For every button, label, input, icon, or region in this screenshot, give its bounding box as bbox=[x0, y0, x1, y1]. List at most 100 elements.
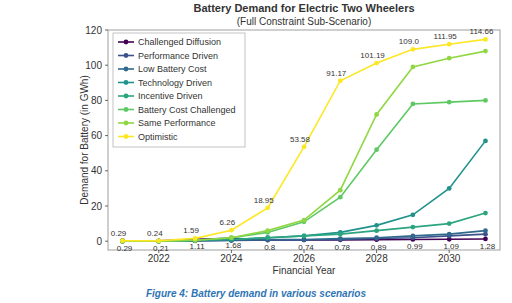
y-tick bbox=[105, 65, 108, 66]
series-marker bbox=[193, 236, 198, 241]
data-label: 109.0 bbox=[399, 37, 420, 46]
series-marker bbox=[156, 238, 161, 243]
legend-marker bbox=[124, 53, 129, 58]
series-marker bbox=[265, 235, 270, 240]
series-marker bbox=[265, 235, 270, 240]
series-marker bbox=[120, 238, 125, 243]
y-tick bbox=[105, 170, 108, 171]
data-label: 1.28 bbox=[480, 242, 496, 251]
series-line bbox=[123, 213, 486, 241]
data-label: 0.8 bbox=[264, 243, 276, 252]
series-marker bbox=[374, 147, 379, 152]
data-label: 0.24 bbox=[147, 229, 163, 238]
y-tick bbox=[105, 206, 108, 207]
y-tick-label: 40 bbox=[91, 165, 103, 176]
legend-box bbox=[113, 33, 245, 147]
legend-marker bbox=[124, 134, 129, 139]
legend-marker bbox=[124, 40, 129, 45]
series-marker bbox=[229, 235, 234, 240]
series-line bbox=[123, 100, 486, 241]
series-marker bbox=[120, 238, 125, 243]
series-line bbox=[123, 39, 486, 240]
series-marker bbox=[483, 37, 488, 42]
legend-marker bbox=[124, 67, 129, 72]
series-marker bbox=[156, 238, 161, 243]
series-marker bbox=[447, 186, 452, 191]
series-marker bbox=[483, 228, 488, 233]
data-label: 0.21 bbox=[153, 244, 169, 253]
series-marker bbox=[338, 237, 343, 242]
series-marker bbox=[410, 102, 415, 107]
legend-label: Optimistic bbox=[138, 132, 178, 142]
series-marker bbox=[374, 61, 379, 66]
y-tick-label: 20 bbox=[91, 201, 103, 212]
series-marker bbox=[447, 100, 452, 105]
y-tick-label: 60 bbox=[91, 130, 103, 141]
legend-label: Challenged Diffusion bbox=[138, 37, 221, 47]
series-marker bbox=[374, 235, 379, 240]
series-marker bbox=[410, 47, 415, 52]
x-axis-label: Financial Year bbox=[273, 265, 336, 276]
series-marker bbox=[483, 98, 488, 103]
plot-frame bbox=[108, 30, 500, 250]
series-marker bbox=[410, 225, 415, 230]
series-marker bbox=[483, 49, 488, 54]
legend: Challenged DiffusionPerformance DrivenLo… bbox=[113, 33, 245, 147]
series-marker bbox=[338, 232, 343, 237]
series-marker bbox=[483, 237, 488, 242]
series-line bbox=[123, 141, 486, 241]
series-marker bbox=[302, 234, 307, 239]
series-marker bbox=[410, 234, 415, 239]
data-label: 91.17 bbox=[326, 69, 347, 78]
series-marker bbox=[410, 65, 415, 70]
data-label: 0.78 bbox=[335, 243, 351, 252]
x-tick-label: 2028 bbox=[365, 253, 388, 264]
series-marker bbox=[374, 112, 379, 117]
data-label: 1.09 bbox=[443, 242, 459, 251]
x-tick-label: 2030 bbox=[438, 253, 461, 264]
series-marker bbox=[302, 218, 307, 223]
series-marker bbox=[483, 138, 488, 143]
y-tick-label: 120 bbox=[85, 25, 102, 36]
data-label: 114.66 bbox=[470, 27, 494, 36]
data-label: 0.74 bbox=[298, 243, 314, 252]
legend-marker bbox=[124, 80, 129, 85]
series-marker bbox=[410, 212, 415, 217]
data-label: 18.95 bbox=[254, 196, 275, 205]
series-marker bbox=[447, 221, 452, 226]
data-label: 1.11 bbox=[190, 242, 206, 251]
y-tick bbox=[105, 30, 108, 31]
data-label: 111.95 bbox=[434, 32, 458, 41]
legend-marker bbox=[124, 121, 129, 126]
y-tick bbox=[105, 135, 108, 136]
chart: Battery Demand for Electric Two Wheelers… bbox=[0, 0, 512, 303]
y-tick bbox=[105, 100, 108, 101]
series-marker bbox=[338, 78, 343, 83]
legend-label: Battery Cost Challenged bbox=[138, 105, 236, 115]
data-label: 53.58 bbox=[290, 135, 311, 144]
title: Battery Demand for Electric Two Wheelers bbox=[193, 2, 414, 14]
data-label: 6.26 bbox=[220, 218, 236, 227]
data-label: 0.29 bbox=[111, 229, 127, 238]
x-tick-label: 2026 bbox=[293, 253, 316, 264]
series-marker bbox=[229, 228, 234, 233]
series-marker bbox=[374, 236, 379, 241]
x-tick-label: 2024 bbox=[220, 253, 243, 264]
data-label: 0.29 bbox=[117, 244, 133, 253]
series-marker bbox=[338, 195, 343, 200]
y-tick-label: 80 bbox=[91, 95, 103, 106]
y-axis-label: Demand for Battery (in GWh) bbox=[79, 75, 90, 204]
data-label: 101.19 bbox=[360, 51, 385, 60]
y-tick-label: 0 bbox=[96, 236, 102, 247]
data-label: 0.89 bbox=[371, 243, 387, 252]
series-marker bbox=[374, 228, 379, 233]
data-label: 1.59 bbox=[183, 226, 199, 235]
y-tick-label: 100 bbox=[85, 60, 102, 71]
y-tick bbox=[105, 241, 108, 242]
caption: Figure 4: Battery demand in various scen… bbox=[146, 288, 367, 299]
series-marker bbox=[302, 234, 307, 239]
series-marker bbox=[374, 223, 379, 228]
series-marker bbox=[483, 211, 488, 216]
legend-label: Performance Driven bbox=[138, 51, 218, 61]
legend-marker bbox=[124, 94, 129, 99]
